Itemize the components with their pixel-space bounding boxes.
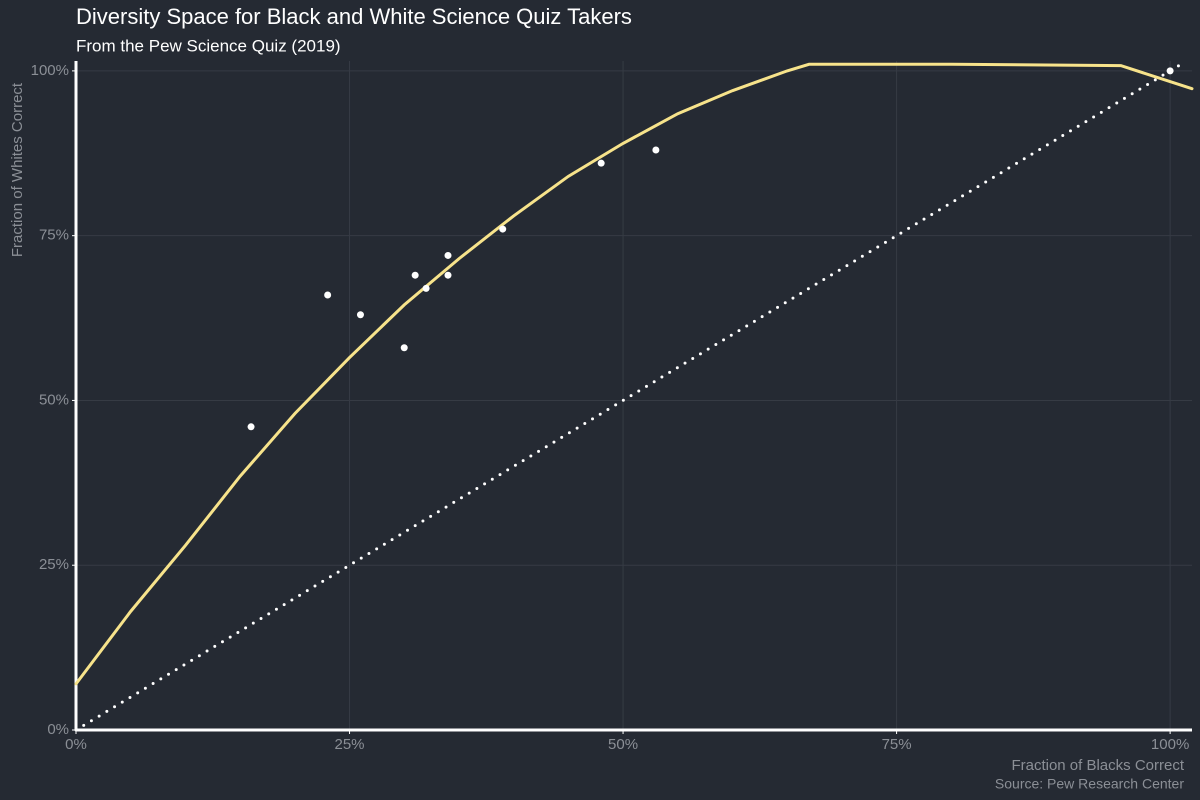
fit-curve — [74, 62, 1194, 686]
data-point — [400, 344, 408, 352]
x-tick-label: 25% — [335, 736, 365, 753]
data-point — [324, 291, 332, 299]
x-axis-label: Fraction of Blacks Correct — [1011, 757, 1184, 774]
chart-subtitle: From the Pew Science Quiz (2019) — [76, 36, 341, 55]
data-point — [247, 423, 255, 431]
y-tick-label: 25% — [39, 556, 69, 573]
y-tick-label: 100% — [31, 62, 69, 79]
x-tick-label: 100% — [1151, 736, 1189, 753]
y-axis-label: Fraction of Whites Correct — [9, 82, 26, 257]
data-point — [444, 271, 452, 279]
data-point — [652, 146, 660, 154]
data-point — [499, 225, 507, 233]
data-point — [411, 271, 419, 279]
reference-line — [74, 62, 1183, 732]
y-tick-label: 50% — [39, 391, 69, 408]
caption: Source: Pew Research Center — [995, 776, 1184, 792]
chart-title: Diversity Space for Black and White Scie… — [76, 4, 632, 29]
y-tick-label: 0% — [47, 721, 69, 738]
data-point — [444, 251, 452, 259]
x-tick-label: 0% — [65, 736, 87, 753]
x-tick-label: 75% — [882, 736, 912, 753]
data-point — [356, 311, 364, 319]
x-tick-label: 50% — [608, 736, 638, 753]
y-tick-label: 75% — [39, 227, 69, 244]
data-point — [597, 159, 605, 167]
data-point — [422, 284, 430, 292]
data-point — [1166, 67, 1174, 75]
